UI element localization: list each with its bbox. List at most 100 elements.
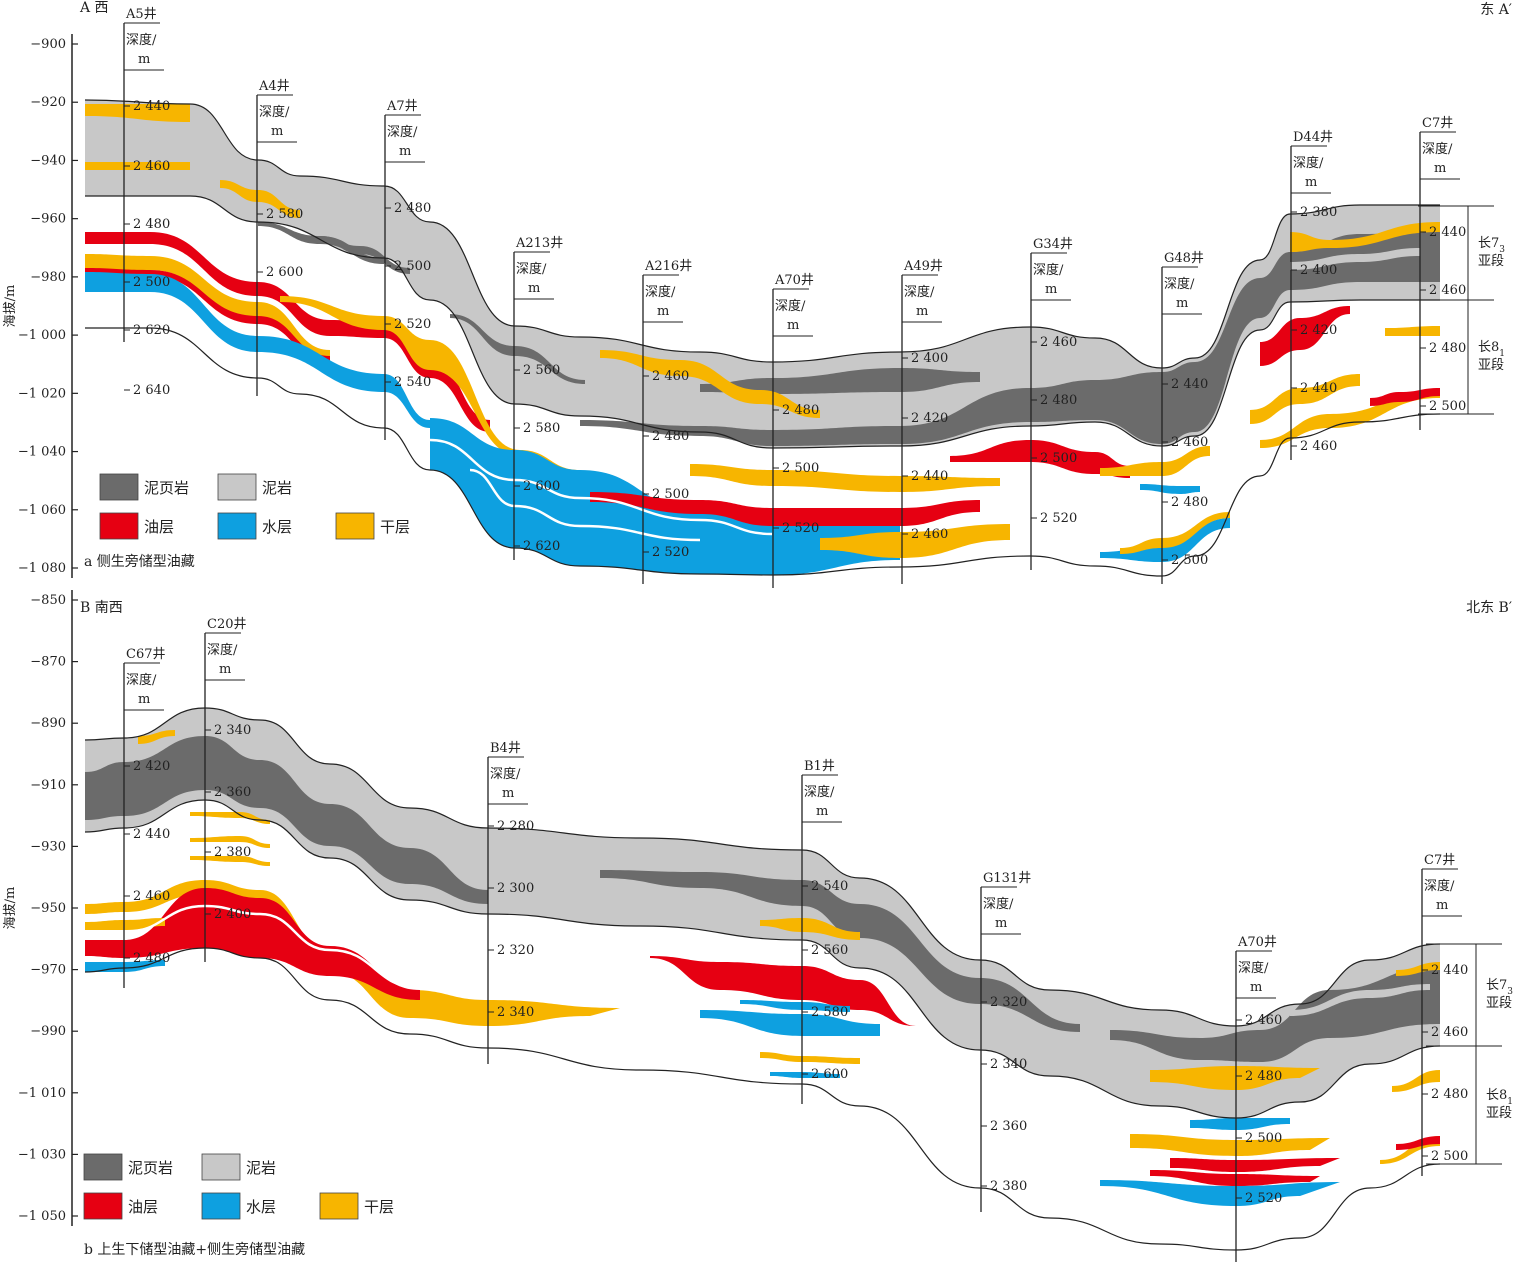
depth-value: 2 520: [652, 545, 689, 560]
oil-layer: [590, 492, 980, 526]
depth-value: 2 280: [497, 819, 534, 834]
depth-value: 2 480: [1431, 1087, 1468, 1102]
shale-base-boundary: [85, 195, 1440, 449]
depth-label: 深度/: [645, 284, 676, 300]
depth-value: 2 480: [782, 403, 819, 418]
legend-swatch: [335, 512, 375, 540]
dry-layer: [1150, 1066, 1320, 1090]
water-layer: [770, 1072, 840, 1078]
legend-label: 干层: [364, 1198, 394, 1216]
dry-layer: [190, 856, 270, 866]
well-name: A213井: [515, 236, 563, 251]
legend-swatch: [83, 1192, 123, 1220]
depth-label: 深度/: [126, 32, 157, 48]
seam: [469, 468, 701, 542]
legend-item-mudstone: 泥岩: [201, 1153, 276, 1181]
depth-value: 2 420: [133, 759, 170, 774]
depth-label: 深度/: [490, 766, 521, 782]
y-tick-label: −1 060: [18, 503, 66, 518]
dry-layer: [690, 464, 1000, 492]
shale-lens: [450, 314, 585, 384]
water-layer: [85, 960, 165, 972]
panel-b-right-label: 北东 B′: [1466, 600, 1512, 616]
member-name-line2: 亚段: [1478, 358, 1504, 373]
depth-value: 2 460: [652, 369, 689, 384]
depth-unit: m: [1434, 161, 1446, 176]
depth-value: 2 460: [1431, 1025, 1468, 1040]
depth-value: 2 500: [133, 275, 170, 290]
y-tick-label: −1 050: [18, 1209, 66, 1224]
panel-b-left-label: B 南西: [80, 600, 123, 616]
depth-unit: m: [528, 281, 540, 296]
strata-b: [85, 708, 1440, 1118]
water-layer: [1100, 1180, 1340, 1206]
dry-layer: [1290, 222, 1440, 252]
y-tick-label: −920: [30, 95, 66, 110]
depth-unit: m: [787, 318, 799, 333]
depth-label: 深度/: [207, 642, 238, 658]
depth-value: 2 520: [394, 317, 431, 332]
well-name: C67井: [126, 647, 166, 662]
depth-value: 2 460: [1040, 335, 1077, 350]
mudstone-lens: [1290, 248, 1420, 270]
panel-a: −900 −920 −940 −960 −980 −1 000 −1 020 −1 040 −1…: [3, 0, 1512, 588]
dry-layer: [1100, 446, 1210, 476]
y-axis-label: 海拔/m: [3, 285, 18, 328]
depth-label: 深度/: [259, 104, 290, 120]
legend-label: 水层: [246, 1198, 276, 1216]
depth-value: 2 380: [990, 1179, 1027, 1194]
dry-layer: [220, 180, 300, 218]
dry-layer: [760, 1052, 860, 1064]
y-tick-label: −910: [30, 778, 66, 793]
depth-value: 2 440: [1300, 381, 1337, 396]
depth-value: 2 480: [1171, 495, 1208, 510]
y-tick-label: −980: [30, 270, 66, 285]
depth-value: 2 480: [394, 201, 431, 216]
well-name: B4井: [490, 741, 521, 756]
y-tick-label: −1 030: [18, 1147, 66, 1162]
depth-value: 2 460: [1171, 435, 1208, 450]
depth-value: 2 440: [1171, 377, 1208, 392]
y-axis-label: 海拔/m: [3, 887, 18, 930]
depth-value: 2 500: [1171, 553, 1208, 568]
legend-item-dry: 干层: [335, 512, 410, 540]
depth-value: 2 300: [497, 881, 534, 896]
legend-label: 泥岩: [262, 479, 292, 497]
legend-item-water: 水层: [217, 512, 292, 540]
legend-item-shale: 泥页岩: [83, 1153, 173, 1181]
oil-layer: [1150, 1170, 1320, 1186]
legend-item-mudstone: 泥岩: [217, 473, 292, 501]
y-tick-label: −870: [30, 655, 66, 670]
water-layer: [700, 1010, 880, 1036]
depth-value: 2 440: [911, 469, 948, 484]
depth-value: 2 460: [1429, 283, 1466, 298]
depth-label: 深度/: [904, 284, 935, 300]
panel-a-right-label: 东 A′: [1480, 2, 1512, 18]
depth-unit: m: [916, 304, 928, 319]
depth-value: 2 460: [133, 889, 170, 904]
depth-value: 2 340: [497, 1005, 534, 1020]
y-tick-label: −930: [30, 839, 66, 854]
depth-value: 2 480: [1429, 341, 1466, 356]
shale-layer: [580, 230, 1440, 446]
dry-layer: [1130, 1134, 1330, 1156]
legend-swatch: [99, 473, 139, 501]
depth-label: 深度/: [516, 261, 547, 277]
depth-value: 2 480: [1040, 393, 1077, 408]
member-name: 长81: [1486, 1088, 1513, 1107]
depth-value: 2 480: [1245, 1069, 1282, 1084]
mudstone-lens: [1290, 984, 1430, 1016]
water-layer: [1190, 1118, 1290, 1130]
depth-value: 2 340: [990, 1057, 1027, 1072]
seam: [429, 438, 773, 536]
legend-label: 泥页岩: [128, 1159, 173, 1177]
y-tick-label: −960: [30, 212, 66, 227]
depth-value: 2 420: [911, 411, 948, 426]
y-tick-label: −940: [30, 153, 66, 168]
depth-unit: m: [138, 692, 150, 707]
depth-label: 深度/: [804, 784, 835, 800]
